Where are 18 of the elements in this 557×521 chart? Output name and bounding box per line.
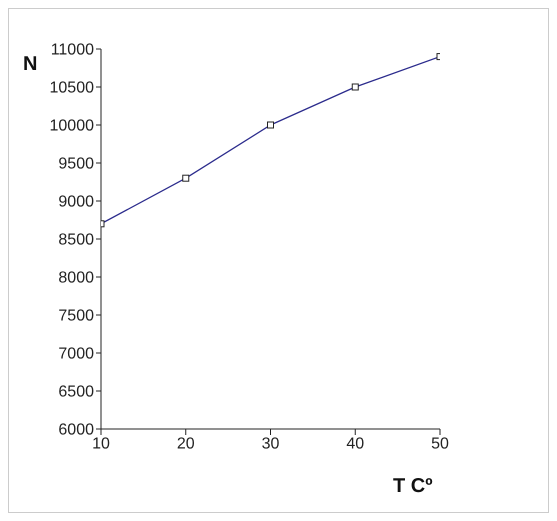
y-tick-label: 9500	[58, 156, 94, 173]
y-tick-label: 6500	[58, 384, 94, 401]
y-tick-label: 7000	[58, 346, 94, 363]
x-tick-label: 30	[262, 435, 280, 452]
y-tick-label: 11000	[50, 42, 94, 59]
x-tick-label: 50	[431, 435, 449, 452]
y-tick-label: 7500	[58, 308, 94, 325]
y-tick-label: 6000	[58, 422, 94, 439]
y-tick-label: 10000	[50, 118, 94, 135]
x-tick-label: 40	[346, 435, 364, 452]
y-axis-title: N	[23, 53, 38, 76]
x-tick-label: 10	[92, 435, 110, 452]
x-tick-label: 20	[176, 435, 195, 452]
x-axis-title: T Cº	[393, 475, 433, 498]
y-tick-label: 8500	[58, 232, 94, 249]
y-tick-label: 8000	[58, 270, 94, 287]
y-tick-label: 10500	[50, 80, 94, 97]
y-tick-label: 9000	[58, 194, 94, 211]
